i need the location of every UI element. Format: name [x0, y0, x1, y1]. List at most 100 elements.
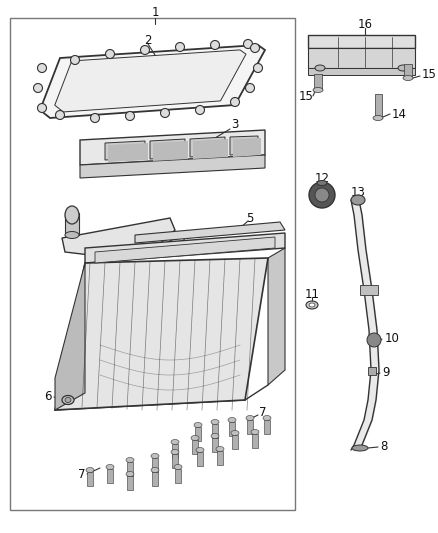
- Bar: [375, 94, 382, 118]
- Circle shape: [246, 84, 254, 93]
- Ellipse shape: [351, 195, 365, 205]
- Bar: [175, 469, 181, 483]
- Ellipse shape: [263, 416, 271, 421]
- Bar: [127, 476, 133, 490]
- Bar: [87, 472, 93, 486]
- Text: 7: 7: [259, 406, 267, 418]
- Ellipse shape: [65, 231, 79, 238]
- Ellipse shape: [317, 181, 327, 185]
- Bar: [247, 420, 253, 434]
- Circle shape: [160, 109, 170, 117]
- Bar: [107, 469, 113, 483]
- Ellipse shape: [194, 423, 202, 427]
- Bar: [195, 427, 201, 441]
- Text: 6: 6: [44, 391, 52, 403]
- Text: 8: 8: [380, 440, 387, 454]
- Text: 2: 2: [144, 34, 152, 46]
- Circle shape: [211, 41, 219, 50]
- Circle shape: [251, 44, 259, 52]
- Ellipse shape: [171, 440, 179, 445]
- Polygon shape: [62, 218, 175, 258]
- Circle shape: [244, 39, 252, 49]
- Circle shape: [91, 114, 99, 123]
- Bar: [192, 440, 198, 454]
- Bar: [404, 64, 412, 78]
- Text: 5: 5: [246, 212, 254, 224]
- Text: 10: 10: [385, 332, 400, 344]
- Bar: [368, 367, 376, 375]
- Text: 12: 12: [314, 172, 329, 184]
- Ellipse shape: [171, 449, 179, 455]
- Bar: [252, 434, 258, 448]
- Bar: [264, 420, 270, 434]
- Ellipse shape: [216, 447, 224, 451]
- Polygon shape: [190, 137, 225, 157]
- Ellipse shape: [151, 467, 159, 472]
- Bar: [172, 454, 178, 468]
- Ellipse shape: [403, 76, 413, 80]
- Bar: [152, 472, 158, 486]
- Bar: [10, 18, 295, 510]
- Circle shape: [33, 84, 42, 93]
- Bar: [152, 458, 158, 472]
- Polygon shape: [135, 222, 285, 243]
- Circle shape: [254, 63, 262, 72]
- Circle shape: [56, 110, 64, 119]
- Polygon shape: [95, 237, 275, 263]
- Circle shape: [230, 98, 240, 107]
- Circle shape: [315, 188, 329, 202]
- Polygon shape: [193, 139, 228, 159]
- Text: 7: 7: [78, 467, 86, 481]
- Ellipse shape: [373, 116, 383, 120]
- Ellipse shape: [106, 464, 114, 470]
- Ellipse shape: [309, 303, 315, 307]
- Ellipse shape: [62, 395, 74, 405]
- Ellipse shape: [228, 417, 236, 423]
- Text: 4: 4: [178, 230, 186, 243]
- Circle shape: [367, 333, 381, 347]
- Circle shape: [71, 55, 80, 64]
- Polygon shape: [308, 68, 415, 75]
- Text: 1: 1: [151, 5, 159, 19]
- Text: 15: 15: [422, 68, 437, 80]
- Polygon shape: [308, 35, 415, 48]
- Ellipse shape: [151, 454, 159, 458]
- Polygon shape: [268, 248, 285, 385]
- Bar: [229, 422, 235, 436]
- Bar: [127, 462, 133, 476]
- Polygon shape: [55, 258, 268, 410]
- Ellipse shape: [65, 206, 79, 224]
- Circle shape: [126, 111, 134, 120]
- Ellipse shape: [126, 472, 134, 477]
- Polygon shape: [40, 45, 265, 118]
- Polygon shape: [55, 50, 246, 112]
- Polygon shape: [105, 141, 145, 160]
- Bar: [172, 444, 178, 458]
- Ellipse shape: [65, 398, 71, 402]
- Text: 15: 15: [299, 90, 314, 102]
- Text: 11: 11: [304, 287, 319, 301]
- Ellipse shape: [231, 431, 239, 435]
- Bar: [232, 435, 238, 449]
- Polygon shape: [108, 143, 148, 162]
- Bar: [212, 438, 218, 452]
- Ellipse shape: [251, 430, 259, 434]
- Ellipse shape: [246, 416, 254, 421]
- Text: 14: 14: [392, 108, 407, 120]
- Ellipse shape: [196, 448, 204, 453]
- Text: 3: 3: [231, 118, 239, 132]
- Circle shape: [195, 106, 205, 115]
- Circle shape: [38, 103, 46, 112]
- Text: 9: 9: [382, 367, 389, 379]
- Ellipse shape: [315, 65, 325, 71]
- Ellipse shape: [191, 435, 199, 440]
- Polygon shape: [85, 233, 285, 263]
- Ellipse shape: [398, 65, 408, 71]
- Ellipse shape: [313, 87, 323, 93]
- Polygon shape: [55, 263, 85, 410]
- Ellipse shape: [86, 467, 94, 472]
- Circle shape: [141, 45, 149, 54]
- Bar: [212, 424, 218, 438]
- Text: 13: 13: [350, 185, 365, 198]
- Ellipse shape: [211, 419, 219, 424]
